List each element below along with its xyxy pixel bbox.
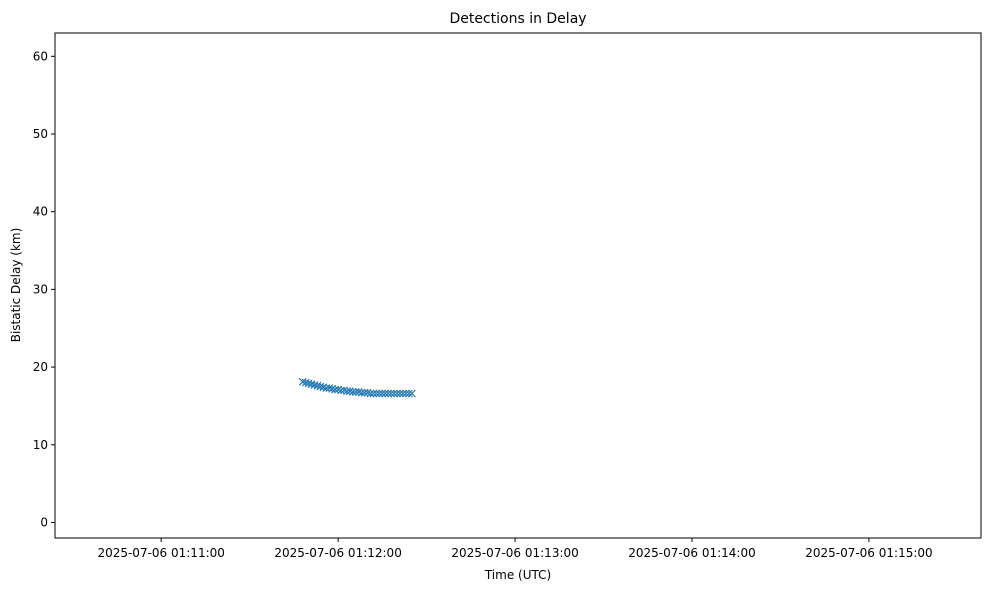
detection-point (381, 389, 390, 398)
detection-point (393, 389, 402, 398)
plot-area (54, 32, 982, 539)
detection-point (307, 380, 316, 389)
y-tick-label: 10 (33, 438, 48, 452)
detection-point (298, 377, 307, 386)
detection-point (407, 389, 416, 398)
detection-point (402, 389, 410, 398)
y-tick-label: 40 (33, 205, 48, 219)
detection-point (310, 381, 319, 389)
y-tick-label: 60 (33, 49, 48, 63)
y-axis: 0 10 20 30 40 50 60 (33, 49, 55, 529)
detection-point (357, 388, 366, 397)
y-tick-label: 50 (33, 127, 48, 141)
detection-point (390, 389, 399, 398)
detection-point (313, 381, 322, 390)
detection-point (378, 389, 387, 398)
data-points (298, 377, 416, 398)
y-tick-label: 20 (33, 360, 48, 374)
detection-point (316, 382, 325, 391)
detection-point (399, 389, 407, 398)
detection-point (301, 378, 310, 387)
x-tick-label: 2025-07-06 01:11:00 (97, 546, 224, 560)
detection-point (384, 389, 393, 398)
detection-point (396, 389, 404, 398)
y-tick-label: 0 (40, 515, 48, 529)
y-tick-label: 30 (33, 282, 48, 296)
x-tick-label: 2025-07-06 01:15:00 (805, 546, 932, 560)
detection-point (375, 389, 384, 398)
x-tick-label: 2025-07-06 01:14:00 (628, 546, 755, 560)
x-axis-label: Time (UTC) (484, 568, 551, 582)
detection-point (369, 389, 378, 398)
detection-point (387, 389, 396, 398)
detection-point (404, 389, 413, 398)
detection-point (366, 389, 375, 398)
detection-point (372, 389, 381, 398)
y-axis-label: Bistatic Delay (km) (9, 228, 23, 343)
x-tick-label: 2025-07-06 01:12:00 (274, 546, 401, 560)
detection-point (325, 384, 334, 392)
detection-point (304, 379, 313, 388)
detection-point (348, 388, 357, 396)
chart-title: Detections in Delay (449, 11, 586, 27)
x-tick-label: 2025-07-06 01:13:00 (451, 546, 578, 560)
x-axis: 2025-07-06 01:11:00 2025-07-06 01:12:00 20… (97, 538, 933, 560)
